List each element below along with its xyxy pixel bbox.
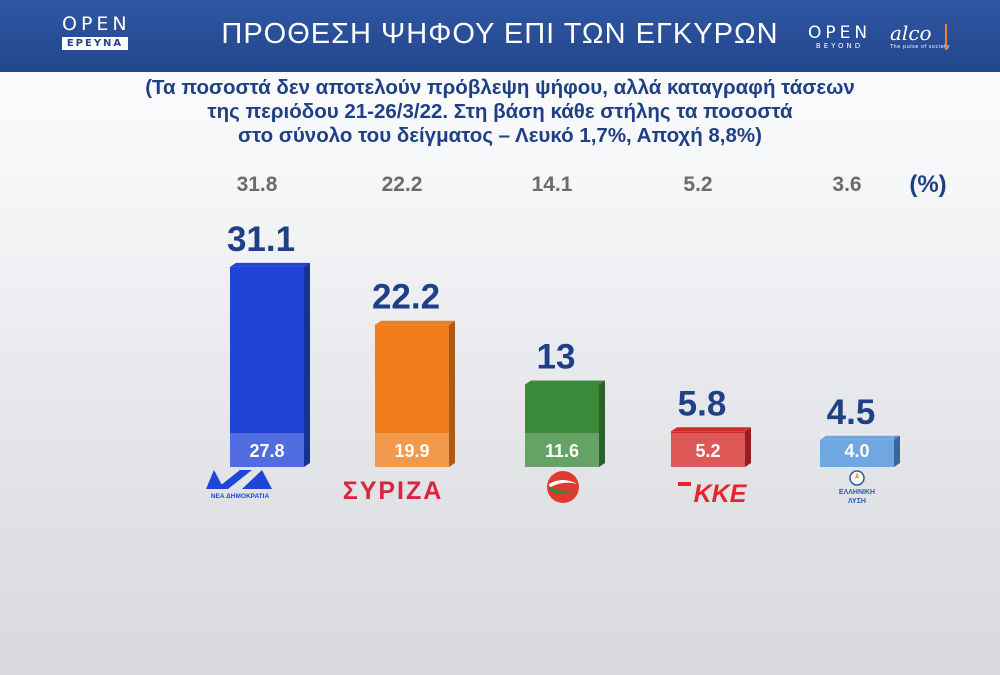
bar-5-top	[820, 435, 900, 440]
open-erevna-logo: OPEN ΕΡΕΥΝΑ	[62, 14, 128, 50]
bar-3-side	[599, 380, 605, 467]
header-bar: OPEN ΕΡΕΥΝΑ ΠΡΟΘΕΣΗ ΨΗΦΟΥ ΕΠΙ ΤΩΝ ΕΓΚΥΡΩ…	[0, 0, 1000, 72]
bar-2-value-label: 22.2	[372, 278, 440, 317]
kinal-logo	[547, 471, 579, 503]
bar-4	[671, 431, 745, 467]
nd-logo-mark-1	[206, 470, 224, 489]
elliniki-lysi-logo-text-1: ΕΛΛΗΝΙΚΗ	[839, 489, 875, 496]
alco-tagline: The pulse of society	[890, 44, 951, 50]
alco-logo-text: alco	[890, 21, 932, 45]
open-logo-text: OPEN	[62, 13, 131, 35]
bar-2-base-value-label: 19.9	[394, 441, 429, 461]
alco-accent-bar	[945, 24, 947, 50]
kke-logo: ΚΚΕ	[678, 480, 748, 508]
page-title: ΠΡΟΘΕΣΗ ΨΗΦΟΥ ΕΠΙ ΤΩΝ ΕΓΚΥΡΩΝ	[221, 18, 779, 50]
syriza-logo-text: ΣΥΡΙΖΑ	[343, 477, 444, 505]
elliniki-lysi-logo: ΕΛΛΗΝΙΚΗ ΛΥΣΗ	[839, 470, 875, 505]
bar-5-side	[894, 435, 900, 467]
bar-1	[230, 266, 304, 467]
beyond-text: BEYOND	[815, 42, 864, 50]
bar-4-top	[671, 427, 751, 432]
bar-1-side	[304, 262, 310, 467]
bar-2-base-zone	[375, 433, 449, 467]
bar-2-previous-value-label: 22.2	[382, 173, 423, 196]
bar-3-base-value-label: 11.6	[545, 441, 579, 461]
elliniki-lysi-logo-flame	[855, 472, 859, 478]
bar-1-base-value-label: 27.8	[249, 441, 284, 461]
subtitle-line-3: στο σύνολο του δείγματος – Λευκό 1,7%, Α…	[238, 124, 762, 147]
subtitle-line-1: (Τα ποσοστά δεν αποτελούν πρόβλεψη ψήφου…	[145, 76, 855, 99]
kke-logo-text: ΚΚΕ	[694, 480, 748, 508]
bar-5-value-label: 4.5	[827, 393, 876, 432]
unit-label: (%)	[909, 171, 946, 198]
bar-2	[375, 324, 449, 467]
open-beyond-logo: OPEN BEYOND	[808, 24, 871, 50]
bar-3-previous-value-label: 14.1	[532, 173, 573, 196]
bar-3-base-zone	[525, 433, 599, 467]
elliniki-lysi-logo-text-2: ΛΥΣΗ	[848, 498, 866, 505]
bar-4-side	[745, 427, 751, 467]
subtitle-line-2: της περιόδου 21-26/3/22. Στη βάση κάθε σ…	[207, 100, 793, 123]
bar-4-base-value-label: 5.2	[695, 441, 720, 461]
bar-2-side	[449, 320, 455, 467]
bar-4-value-label: 5.8	[678, 384, 727, 423]
bar-1-previous-value-label: 31.8	[237, 173, 278, 196]
alco-logo: alco The pulse of society	[890, 22, 950, 50]
bar-1-base-zone	[230, 433, 304, 467]
bar-3	[525, 384, 599, 467]
nd-logo-mark-3	[242, 470, 272, 489]
erevna-logo-text: ΕΡΕΥΝΑ	[62, 37, 128, 50]
chart-subtitle: (Τα ποσοστά δεν αποτελούν πρόβλεψη ψήφου…	[60, 76, 940, 148]
bar-1-value-label: 31.1	[227, 220, 295, 259]
nd-logo-text: ΝΕΑ ΔΗΜΟΚΡΑΤΙΑ	[211, 493, 270, 500]
open-beyond-text: OPEN	[808, 23, 872, 43]
party-logos: ΝΕΑ ΔΗΜΟΚΡΑΤΙΑ ΣΥΡΙΖΑ ΚΚΕ ΕΛΛΗΝΙΚΗ ΛΥΣΗ	[206, 470, 875, 508]
bar-5	[820, 439, 894, 467]
bar-5-previous-value-label: 3.6	[832, 173, 861, 196]
kinal-logo-swoosh-1	[549, 480, 577, 488]
bar-4-base-zone	[671, 433, 745, 467]
bar-3-top	[525, 380, 605, 385]
bars-group: 31.1 27.8 31.8 22.2 19.9 22.2 13 11.6 14.1 5.8 5.2…	[227, 173, 900, 467]
kke-logo-hammer	[678, 482, 691, 486]
kinal-logo-circle	[547, 471, 579, 503]
bar-2-top	[375, 320, 455, 325]
bar-3-value-label: 13	[537, 338, 576, 377]
kinal-logo-swoosh-2	[549, 486, 577, 494]
nd-logo-mark-2	[216, 470, 252, 489]
bar-5-base-zone	[820, 433, 894, 467]
bar-5-base-value-label: 4.0	[844, 441, 869, 461]
nd-logo: ΝΕΑ ΔΗΜΟΚΡΑΤΙΑ	[206, 470, 272, 500]
bar-1-top	[230, 262, 310, 267]
bar-4-previous-value-label: 5.2	[683, 173, 712, 196]
